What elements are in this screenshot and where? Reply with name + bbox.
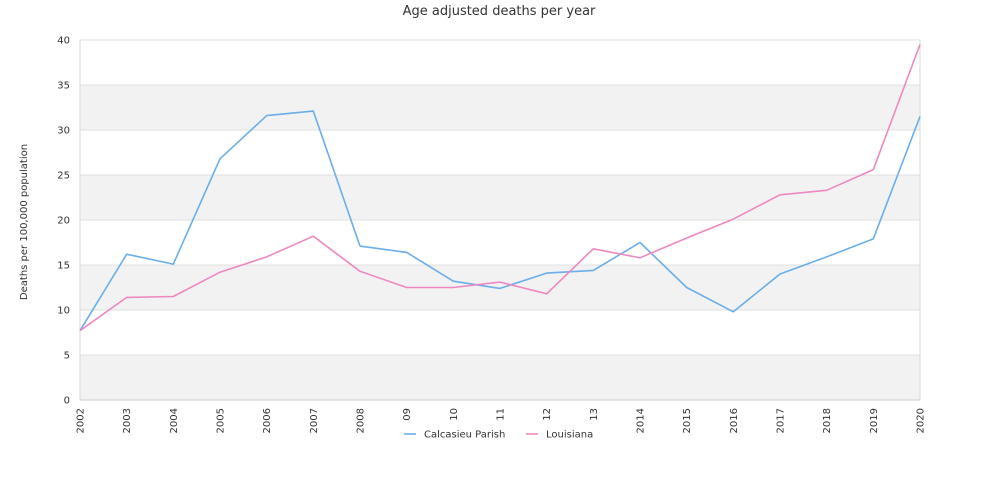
grid-band	[80, 130, 920, 175]
x-tick-label: 2017	[776, 408, 787, 433]
y-tick-label: 10	[57, 306, 70, 317]
y-tick-label: 0	[64, 396, 70, 407]
x-tick-label: 09	[402, 408, 413, 421]
x-tick-label: 2003	[122, 408, 133, 433]
series-line	[79, 44, 921, 332]
x-tick-label: 2006	[262, 408, 273, 433]
y-tick-label: 35	[57, 81, 70, 92]
legend: Calcasieu Parish Louisiana	[404, 430, 593, 441]
grid-band	[80, 265, 920, 310]
x-tick-label: 10	[449, 408, 460, 421]
y-tick-label: 40	[57, 36, 70, 47]
x-tick-label: 12	[542, 408, 553, 421]
x-tick-label: 2008	[356, 408, 367, 433]
y-tick-label: 15	[57, 261, 70, 272]
series-line	[79, 110, 921, 332]
x-tick-label: 2019	[869, 408, 880, 433]
grid-band	[80, 355, 920, 400]
chart-title: Age adjusted deaths per year	[403, 4, 596, 19]
x-tick-label: 2016	[729, 408, 740, 433]
y-tick-label: 5	[64, 351, 70, 362]
x-tick-label: 2015	[682, 408, 693, 433]
x-tick-labels: 2002 2003 2004 2005 2006 2007 2008 09 10 11 12 13 20…	[76, 408, 927, 433]
x-tick-label: 2005	[216, 408, 227, 433]
x-tick-label: 2020	[916, 408, 927, 433]
x-tick-label: 2014	[636, 408, 647, 433]
legend-label: Calcasieu Parish	[424, 430, 505, 441]
axes	[79, 40, 921, 401]
x-tick-label: 2018	[822, 408, 833, 433]
grid-band	[80, 175, 920, 220]
series-lines	[79, 44, 921, 332]
grid-band	[80, 85, 920, 130]
legend-label: Louisiana	[546, 430, 593, 441]
x-tick-label: 2002	[76, 408, 87, 433]
grid-band	[80, 220, 920, 265]
y-tick-label: 30	[57, 126, 70, 137]
grid-band	[80, 40, 920, 85]
y-tick-label: 25	[57, 171, 70, 182]
x-tick-label: 13	[589, 408, 600, 421]
x-tick-label: 2004	[169, 408, 180, 433]
y-tick-label: 20	[57, 216, 70, 227]
grid-band	[80, 310, 920, 355]
x-tick-label: 2007	[309, 408, 320, 433]
y-axis-label: Deaths per 100,000 population	[19, 144, 30, 300]
grid-bands	[80, 40, 920, 400]
x-tick-label: 11	[496, 408, 507, 421]
y-tick-labels: 0 5 10 15 20 25 30 35 40	[57, 36, 70, 407]
